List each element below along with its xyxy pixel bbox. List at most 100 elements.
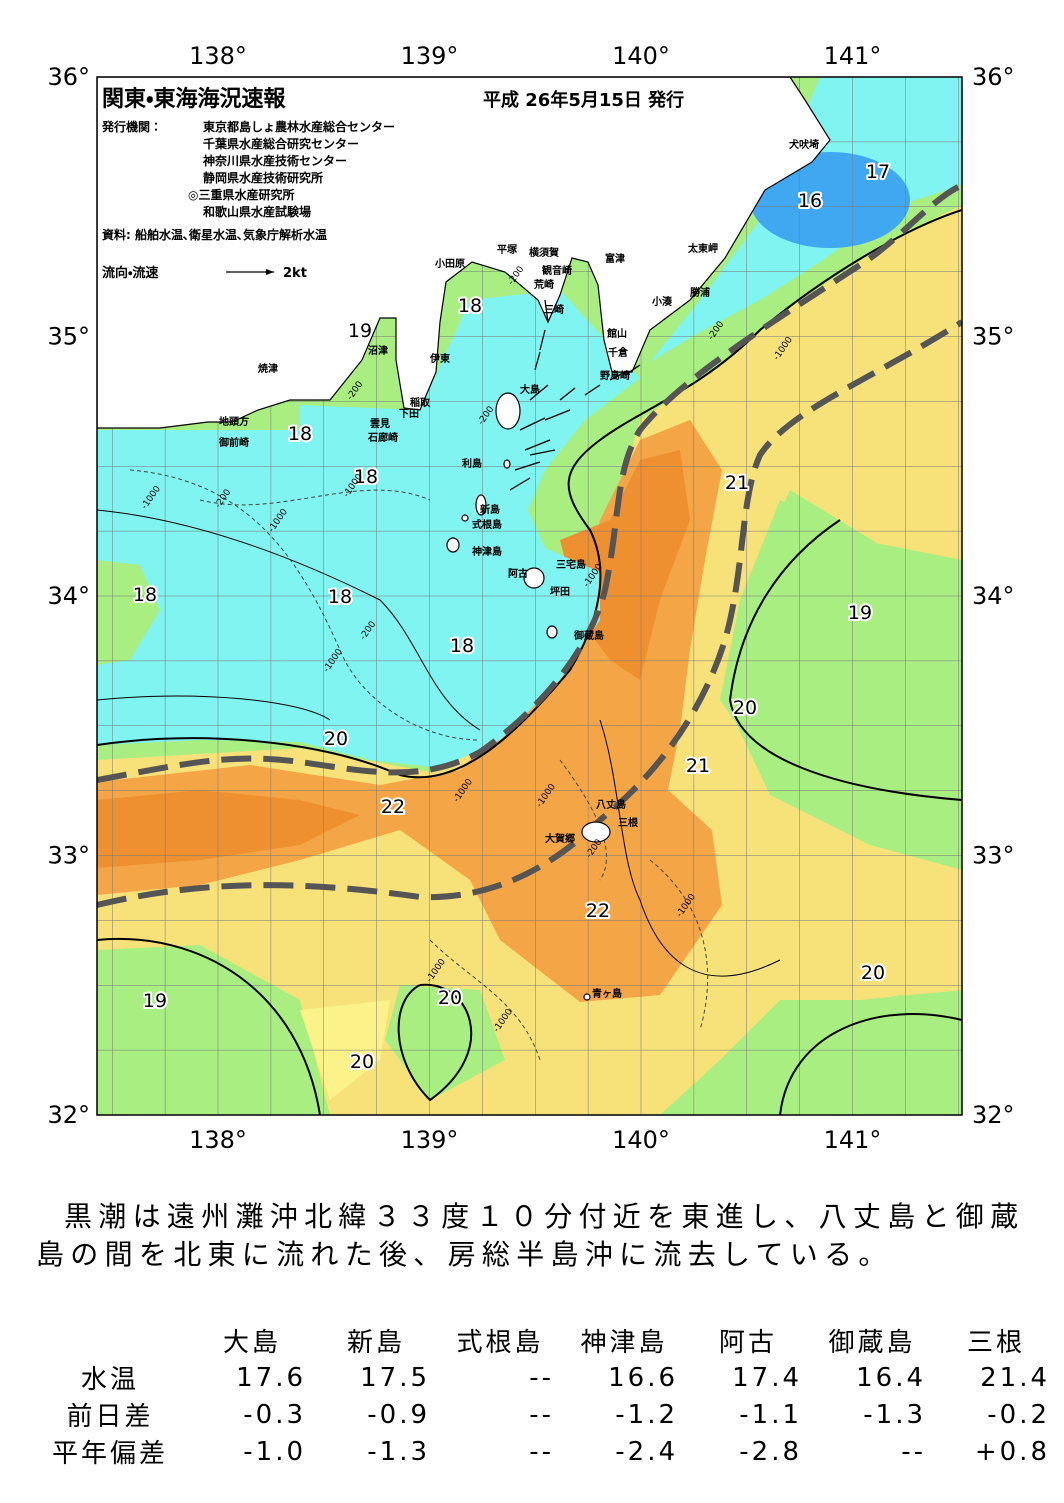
place-name: 大賀郷 [545, 832, 575, 845]
place-name: 富津 [605, 252, 625, 265]
lon-label: 139° [401, 42, 459, 70]
sea-orange [97, 420, 722, 1002]
place-name: 稲取 [410, 396, 431, 409]
issuer: ◎三重県水産研究所 [188, 187, 294, 202]
temperature-label: 20 [324, 728, 348, 750]
row-label: 平年偏差 [51, 1439, 168, 1469]
place-name: 青ヶ島 [592, 987, 622, 1000]
lon-label: 141° [824, 42, 882, 70]
lat-label: 33° [972, 842, 1015, 870]
place-name: 下田 [399, 408, 419, 420]
row-label: 前日差 [66, 1402, 154, 1432]
issue-date: 平成 26年5月15日 発行 [483, 89, 684, 111]
current-vector [524, 439, 551, 451]
lon-label: 141° [824, 1126, 882, 1154]
depth-contour [129, 469, 709, 1061]
data-source: 資料: 船舶水温､衛星水温､気象庁解析水温 [102, 227, 327, 242]
kuroshio-axis [97, 182, 962, 783]
current-vector [539, 329, 546, 351]
column-header: 大島 [222, 1328, 281, 1358]
place-name: 平塚 [497, 243, 518, 256]
table-cell: -1.3 [863, 1399, 926, 1430]
lat-label: 32° [972, 1101, 1015, 1129]
table-cell: 16.4 [856, 1362, 926, 1393]
table-row: 平年偏差 -1.0 -1.3 -- -2.4 -2.8 -- +0.8 [30, 1433, 1058, 1470]
table-row: 前日差 -0.3 -0.9 -- -1.2 -1.1 -1.3 -0.2 [30, 1396, 1058, 1433]
table-cell: -2.4 [615, 1436, 678, 1467]
current-vector [609, 371, 626, 381]
issuer: 静岡県水産技術研究所 [203, 170, 323, 185]
sea-green-right [720, 500, 962, 830]
place-name: 阿古 [508, 567, 528, 580]
map-area [97, 77, 962, 1115]
lat-label: 36° [47, 63, 90, 91]
island [581, 821, 611, 843]
place-name: 八丈島 [596, 798, 626, 811]
sea-blue-east [750, 152, 910, 248]
temperature-label: 21 [725, 472, 749, 494]
place-name: 伊東 [429, 352, 450, 365]
place-name: 大島 [520, 383, 540, 396]
issuer: 千葉県水産総合研究センター [203, 136, 359, 151]
table-cell: 17.6 [236, 1362, 306, 1393]
table-cell: -0.2 [987, 1399, 1050, 1430]
table-cell: -1.0 [243, 1436, 306, 1467]
place-name: 三根 [618, 816, 639, 829]
contour-line [97, 519, 962, 1115]
temperature-label: 20 [861, 962, 885, 984]
issuer: 神奈川県水産技術センター [202, 153, 347, 168]
temperature-label: 20 [733, 697, 757, 719]
place-name: 坪田 [550, 585, 570, 598]
temperature-label: 18 [354, 466, 378, 488]
place-name: 横須賀 [529, 246, 559, 259]
place-name: 雲見 [370, 418, 390, 430]
current-vector [509, 477, 531, 491]
table-cell: -1.2 [615, 1399, 678, 1430]
contour-line [97, 509, 781, 977]
current-vector [544, 409, 571, 421]
temperature-label: 18 [328, 586, 352, 608]
temperature-label: 21 [686, 755, 710, 777]
column-header: 阿古 [718, 1328, 777, 1358]
land [97, 77, 831, 429]
temperature-label: 18 [133, 584, 157, 606]
summary: 黒潮は遠州灘沖北緯３３度１０分付近を東進し、八丈島と御蔵島の間を北東に流れた後、… [36, 1200, 1025, 1271]
temperature-label: 19 [348, 320, 372, 342]
lat-label: 34° [47, 582, 90, 610]
place-name: 式根島 [472, 518, 502, 531]
place-name: 三宅島 [556, 558, 586, 571]
temperature-label: 22 [586, 900, 610, 922]
issuer-label: 発行機関： [101, 119, 162, 134]
place-name: 神津島 [471, 545, 502, 558]
table-cell: -- [529, 1436, 554, 1467]
column-header: 神津島 [580, 1328, 668, 1358]
place-name: 勝浦 [690, 286, 710, 299]
place-name: 焼津 [258, 362, 278, 375]
column-header: 三根 [966, 1328, 1025, 1358]
islands [446, 392, 611, 1001]
legend-scale: 2kt [283, 266, 307, 281]
temperature-label: 18 [288, 423, 312, 445]
place-name: 荒崎 [533, 278, 554, 291]
lat-label: 33° [47, 842, 90, 870]
table-header: 大島 新島 式根島 神津島 阿古 御蔵島 三根 [30, 1322, 1058, 1359]
island [503, 459, 511, 469]
island [523, 567, 545, 589]
table-cell: -2.8 [739, 1436, 802, 1467]
place-name: 観音崎 [542, 264, 572, 277]
place-name: 犬吠埼 [789, 138, 819, 151]
temperature-label: 19 [848, 602, 872, 624]
current-vector [544, 299, 549, 323]
table-cell: +0.8 [974, 1436, 1050, 1467]
place-name: 石廊崎 [367, 431, 398, 444]
lat-label: 32° [47, 1101, 90, 1129]
sea-green-south [97, 945, 962, 1115]
island [583, 993, 591, 1001]
current-vector [529, 384, 549, 401]
temperature-label: 16 [798, 190, 822, 212]
legend-label: 流向・流速 [102, 265, 158, 281]
observation-table: 大島 新島 式根島 神津島 阿古 御蔵島 三根 水温 17.6 17.5 -- 16.6 17.4 16… [30, 1322, 1058, 1470]
table-cell: -0.3 [243, 1399, 306, 1430]
current-vectors [509, 299, 641, 491]
